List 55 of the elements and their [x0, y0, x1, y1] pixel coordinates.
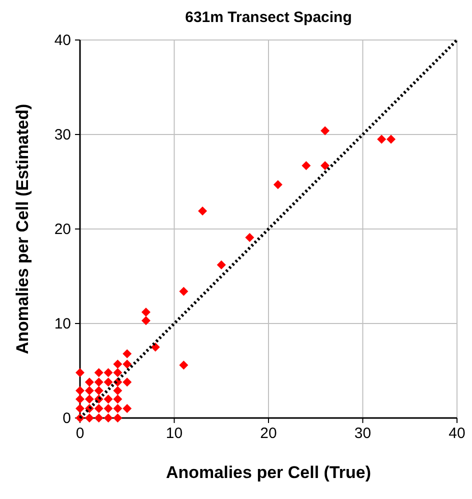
- y-tick-label: 0: [62, 410, 71, 427]
- point: [141, 316, 150, 326]
- point: [113, 404, 122, 414]
- point: [216, 260, 226, 270]
- point: [94, 386, 104, 396]
- y-tick-label: 20: [54, 221, 71, 238]
- point: [94, 368, 104, 378]
- point: [76, 394, 84, 404]
- point: [76, 404, 84, 414]
- point: [150, 342, 160, 352]
- point: [104, 394, 113, 404]
- point: [122, 404, 132, 414]
- point: [113, 360, 122, 369]
- point: [113, 414, 122, 422]
- x-tick-label: 10: [166, 425, 183, 442]
- point: [198, 206, 208, 216]
- point: [94, 414, 104, 422]
- point: [84, 414, 94, 422]
- point: [113, 368, 122, 378]
- point: [320, 126, 330, 136]
- point: [179, 360, 188, 370]
- point: [94, 378, 104, 387]
- x-tick-label: 0: [76, 425, 84, 442]
- y-tick-label: 10: [54, 316, 71, 332]
- point: [104, 404, 113, 414]
- point: [320, 161, 330, 170]
- point: [84, 386, 94, 396]
- x-tick-label: 20: [260, 425, 277, 442]
- point: [113, 386, 122, 396]
- point: [76, 386, 84, 396]
- point: [76, 368, 84, 378]
- x-axis-title: Anomalies per Cell (True): [166, 463, 371, 482]
- point: [386, 134, 396, 144]
- point: [113, 394, 122, 404]
- x-tick-label: 40: [448, 425, 466, 442]
- point: [302, 161, 311, 170]
- y-tick-label: 40: [54, 32, 71, 49]
- point: [84, 378, 94, 387]
- point: [122, 349, 132, 358]
- point: [122, 378, 132, 387]
- point: [377, 134, 386, 144]
- point: [273, 180, 282, 190]
- point: [141, 308, 150, 317]
- point: [245, 233, 254, 242]
- point: [94, 404, 104, 414]
- point: [84, 394, 94, 404]
- point: [122, 360, 132, 369]
- x-tick-label: 30: [354, 425, 372, 442]
- chart-title: 631m Transect Spacing: [185, 9, 352, 26]
- y-axis-title: Anomalies per Cell (Estimated): [13, 104, 32, 354]
- point: [179, 286, 188, 296]
- point: [104, 368, 113, 378]
- y-tick-label: 30: [54, 126, 71, 144]
- point: [104, 414, 113, 422]
- point: [104, 378, 113, 387]
